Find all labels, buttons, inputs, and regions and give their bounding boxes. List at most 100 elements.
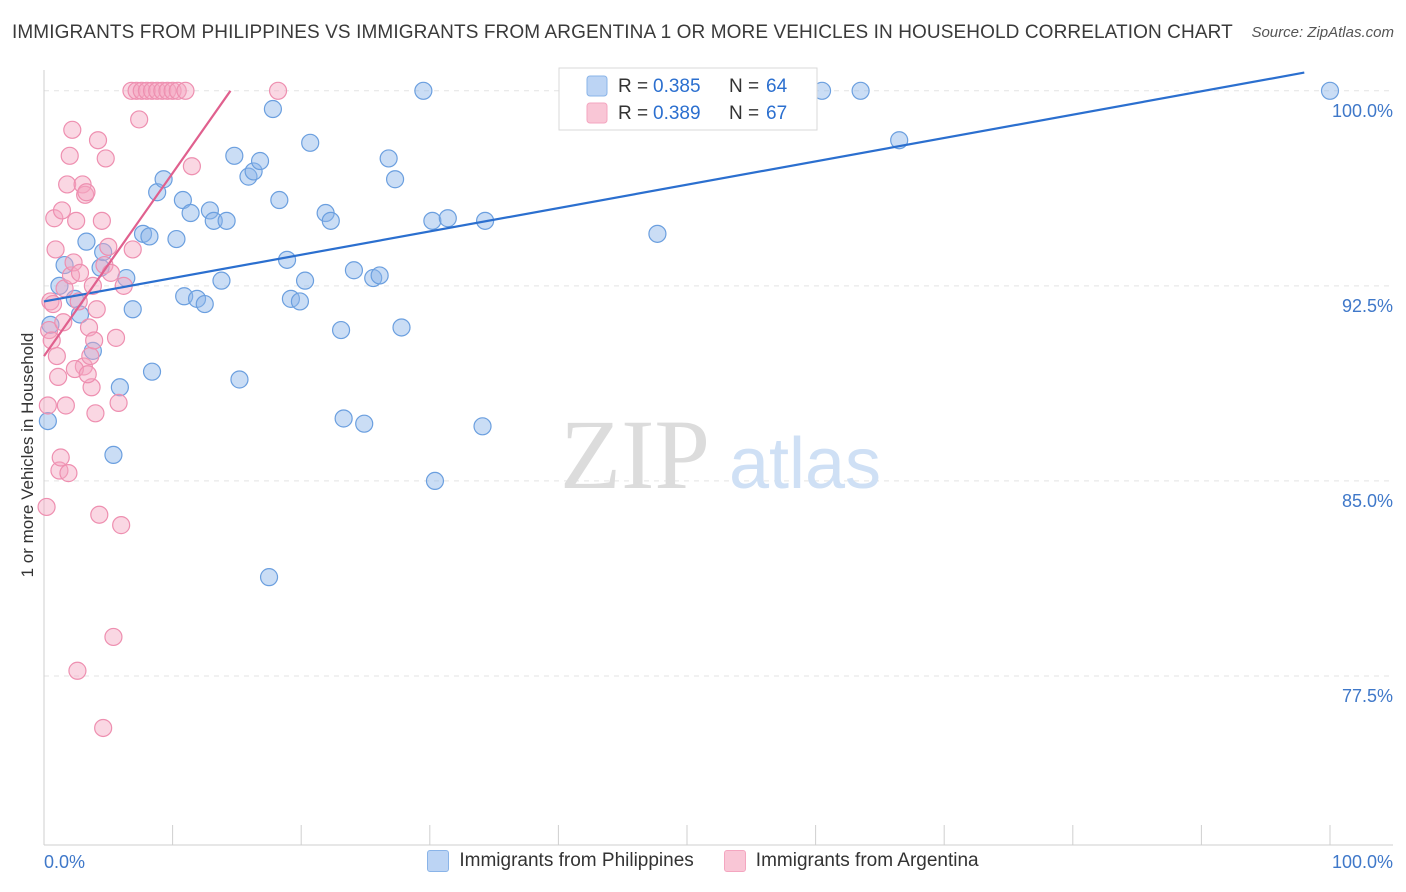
point-argentina-7 <box>47 346 66 366</box>
point-argentina-52 <box>132 81 151 100</box>
point-philippines-53 <box>423 211 442 230</box>
legend-label-argentina: Immigrants from Argentina <box>755 850 979 871</box>
point-argentina-21 <box>68 661 87 680</box>
trend-lines <box>43 71 1305 357</box>
point-argentina-20 <box>67 211 86 230</box>
legend-label-philippines: Immigrants from Philippines <box>459 850 694 871</box>
point-philippines-39 <box>295 271 315 290</box>
point-argentina-44 <box>106 328 126 347</box>
axes: 100.0% 92.5% 85.0% 77.5% <box>43 70 1393 846</box>
point-argentina-48 <box>122 81 141 100</box>
point-argentina-8 <box>49 367 68 386</box>
point-argentina-43 <box>104 627 123 647</box>
point-philippines-21 <box>181 203 200 223</box>
point-argentina-34 <box>87 300 106 319</box>
point-philippines-46 <box>355 414 374 433</box>
point-argentina-32 <box>85 331 104 350</box>
point-argentina-37 <box>92 211 111 230</box>
point-philippines-23 <box>195 294 214 314</box>
point-argentina-54 <box>142 81 162 100</box>
stats-legend-box: R = 0.385 N = 64 R = 0.389 N = 67 <box>558 67 818 131</box>
point-argentina-29 <box>81 346 100 366</box>
point-argentina-10 <box>51 448 70 467</box>
watermark-zip: ZIP <box>560 399 710 510</box>
point-philippines-14 <box>140 227 159 246</box>
point-argentina-33 <box>86 404 105 423</box>
point-philippines-28 <box>225 146 244 165</box>
point-argentina-38 <box>94 718 113 738</box>
point-philippines-0 <box>38 411 57 431</box>
point-philippines-40 <box>301 133 320 152</box>
point-argentina-50 <box>127 81 146 100</box>
point-philippines-52 <box>414 81 433 100</box>
stats-swatch-philippines <box>586 75 608 97</box>
point-argentina-56 <box>153 81 172 100</box>
point-argentina-36 <box>90 505 109 524</box>
point-argentina-40 <box>96 149 115 168</box>
stats-r-label-argentina: R = <box>618 103 648 124</box>
point-argentina-62 <box>268 81 288 100</box>
legend-swatch-philippines <box>427 850 450 872</box>
point-argentina-5 <box>45 209 64 228</box>
y-tick-label-3: 77.5% <box>1342 686 1393 706</box>
point-philippines-38 <box>290 292 310 311</box>
point-argentina-23 <box>70 263 90 282</box>
legend-swatch-argentina <box>723 850 746 872</box>
point-philippines-42 <box>321 211 340 230</box>
stats-swatch-argentina <box>586 102 608 124</box>
stats-n-label-philippines: N = <box>729 76 759 97</box>
point-argentina-57 <box>158 81 177 100</box>
x-tick-label-end: 100.0% <box>1332 852 1393 872</box>
point-philippines-24 <box>200 201 219 220</box>
point-argentina-13 <box>56 396 75 415</box>
point-argentina-49 <box>123 240 142 259</box>
legend-item-argentina[interactable]: Immigrants from Argentina <box>723 850 979 872</box>
point-philippines-15 <box>142 362 162 381</box>
point-philippines-50 <box>385 170 405 189</box>
trend-line-philippines <box>43 71 1305 303</box>
point-argentina-58 <box>163 81 182 100</box>
point-argentina-61 <box>182 157 201 176</box>
data-points <box>37 81 1340 738</box>
point-philippines-35 <box>270 190 289 210</box>
point-argentina-2 <box>40 320 59 340</box>
point-argentina-60 <box>176 81 195 100</box>
y-tick-label-0: 100.0% <box>1332 101 1393 121</box>
point-philippines-45 <box>344 261 364 280</box>
x-tick-label-start: 0.0% <box>44 852 85 872</box>
point-philippines-54 <box>425 471 445 491</box>
stats-r-label-philippines: R = <box>618 76 648 97</box>
point-argentina-22 <box>69 292 88 311</box>
point-argentina-6 <box>46 240 65 259</box>
point-philippines-48 <box>370 266 389 285</box>
y-tick-label-2: 85.0% <box>1342 491 1393 511</box>
trend-line-argentina <box>43 90 232 357</box>
point-argentina-0 <box>37 497 56 517</box>
point-philippines-18 <box>167 229 186 249</box>
point-philippines-36 <box>277 250 297 269</box>
point-philippines-1 <box>50 276 69 295</box>
point-philippines-8 <box>94 242 113 262</box>
point-philippines-25 <box>204 211 223 230</box>
point-philippines-27 <box>217 211 236 230</box>
source-label: Source: ZipAtlas.com <box>1251 24 1394 41</box>
point-philippines-44 <box>334 409 353 428</box>
point-argentina-14 <box>58 175 77 194</box>
point-philippines-31 <box>244 162 263 181</box>
point-philippines-62 <box>1320 81 1340 100</box>
point-philippines-58 <box>648 224 667 243</box>
point-argentina-46 <box>112 516 131 535</box>
chart-title: IMMIGRANTS FROM PHILIPPINES VS IMMIGRANT… <box>12 22 1233 43</box>
point-argentina-41 <box>99 237 118 256</box>
point-argentina-51 <box>130 110 149 129</box>
point-philippines-9 <box>104 445 123 464</box>
point-philippines-30 <box>239 167 258 186</box>
point-argentina-55 <box>148 81 167 100</box>
point-philippines-55 <box>438 209 457 228</box>
stats-n-value-argentina: 67 <box>766 103 787 124</box>
watermark-atlas: atlas <box>729 424 881 504</box>
point-philippines-56 <box>473 417 492 436</box>
stats-n-label-argentina: N = <box>729 103 759 124</box>
legend-item-philippines[interactable]: Immigrants from Philippines <box>427 850 694 872</box>
